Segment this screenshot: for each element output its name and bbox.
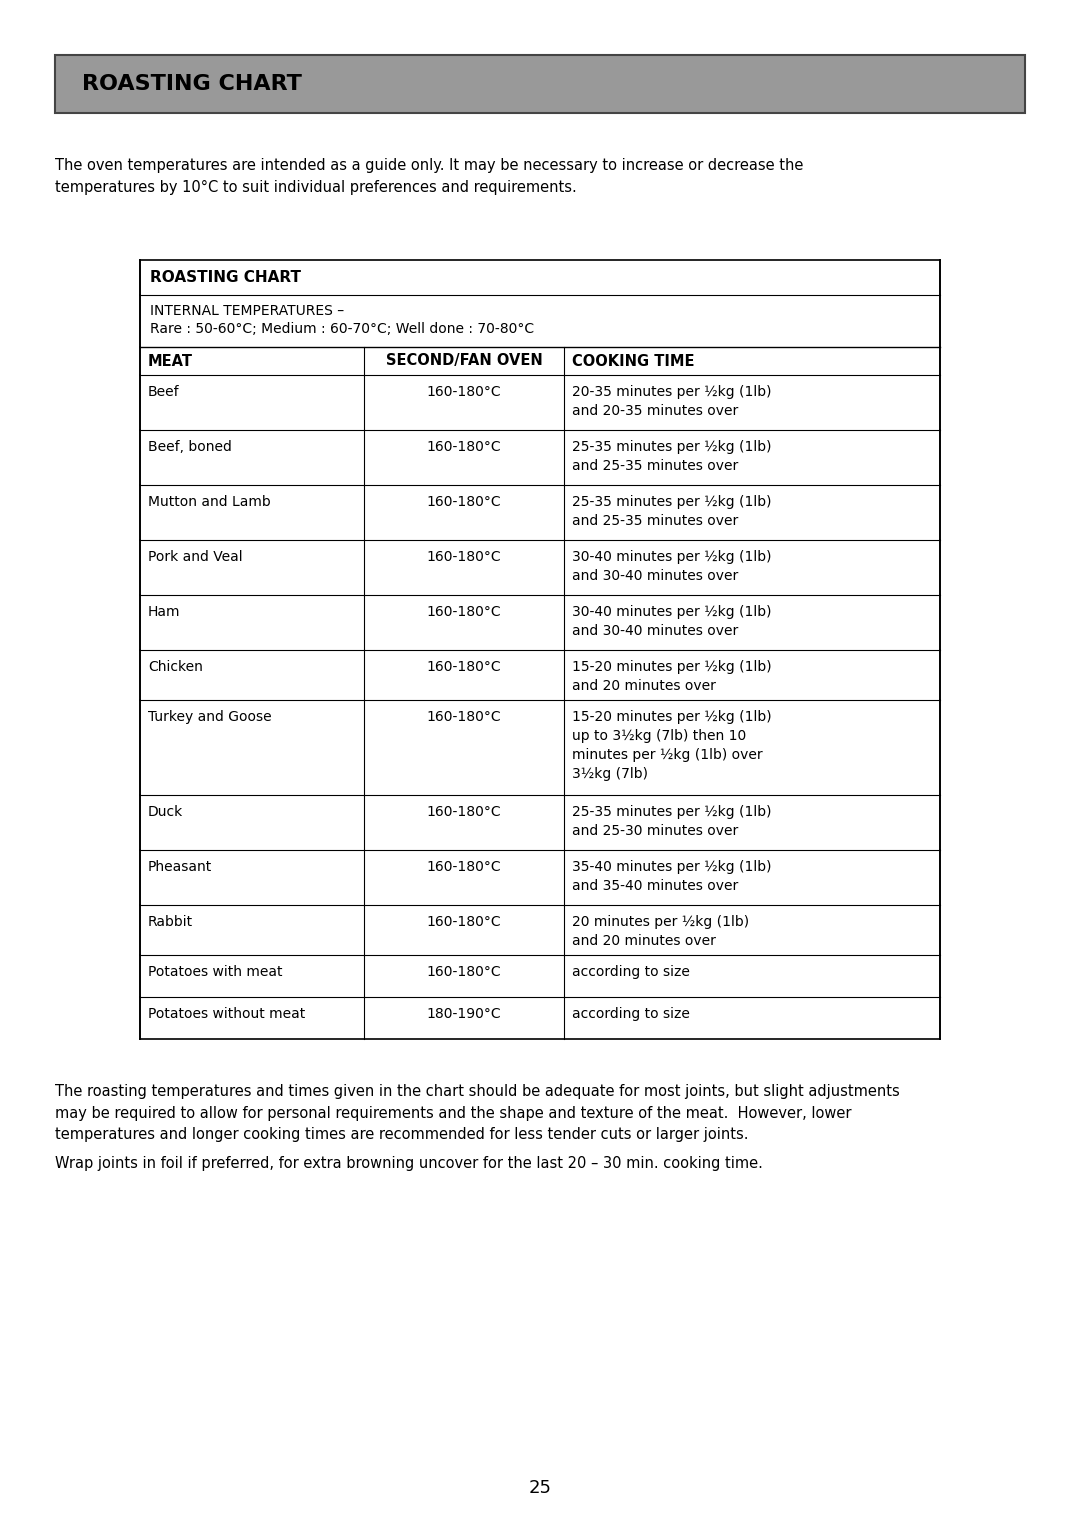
Text: MEAT: MEAT: [148, 353, 193, 368]
Text: SECOND/FAN OVEN: SECOND/FAN OVEN: [386, 353, 542, 368]
Text: 15-20 minutes per ½kg (1lb)
up to 3½kg (7lb) then 10
minutes per ½kg (1lb) over
: 15-20 minutes per ½kg (1lb) up to 3½kg (…: [572, 711, 771, 781]
Text: Duck: Duck: [148, 805, 184, 819]
Text: 25-35 minutes per ½kg (1lb)
and 25-35 minutes over: 25-35 minutes per ½kg (1lb) and 25-35 mi…: [572, 440, 771, 474]
Text: 25-35 minutes per ½kg (1lb)
and 25-30 minutes over: 25-35 minutes per ½kg (1lb) and 25-30 mi…: [572, 805, 771, 837]
Text: Potatoes with meat: Potatoes with meat: [148, 966, 283, 979]
Text: The roasting temperatures and times given in the chart should be adequate for mo: The roasting temperatures and times give…: [55, 1083, 900, 1143]
Text: according to size: according to size: [572, 966, 690, 979]
Text: 160-180°C: 160-180°C: [427, 440, 501, 454]
Text: Rare : 50-60°C; Medium : 60-70°C; Well done : 70-80°C: Rare : 50-60°C; Medium : 60-70°C; Well d…: [150, 322, 535, 336]
Text: INTERNAL TEMPERATURES –: INTERNAL TEMPERATURES –: [150, 304, 345, 318]
Text: COOKING TIME: COOKING TIME: [572, 353, 694, 368]
Text: 25-35 minutes per ½kg (1lb)
and 25-35 minutes over: 25-35 minutes per ½kg (1lb) and 25-35 mi…: [572, 495, 771, 529]
Text: Mutton and Lamb: Mutton and Lamb: [148, 495, 271, 509]
Text: 160-180°C: 160-180°C: [427, 860, 501, 874]
Text: 160-180°C: 160-180°C: [427, 966, 501, 979]
Text: 160-180°C: 160-180°C: [427, 915, 501, 929]
Text: 20 minutes per ½kg (1lb)
and 20 minutes over: 20 minutes per ½kg (1lb) and 20 minutes …: [572, 915, 750, 947]
Text: Pheasant: Pheasant: [148, 860, 213, 874]
Bar: [55, 55, 1025, 113]
Text: 180-190°C: 180-190°C: [427, 1007, 501, 1021]
Text: 35-40 minutes per ½kg (1lb)
and 35-40 minutes over: 35-40 minutes per ½kg (1lb) and 35-40 mi…: [572, 860, 771, 892]
Text: 30-40 minutes per ½kg (1lb)
and 30-40 minutes over: 30-40 minutes per ½kg (1lb) and 30-40 mi…: [572, 550, 771, 584]
Text: Wrap joints in foil if preferred, for extra browning uncover for the last 20 – 3: Wrap joints in foil if preferred, for ex…: [55, 1157, 762, 1170]
Text: 25: 25: [528, 1479, 552, 1497]
Text: according to size: according to size: [572, 1007, 690, 1021]
Text: Pork and Veal: Pork and Veal: [148, 550, 243, 564]
Text: 160-180°C: 160-180°C: [427, 711, 501, 724]
Text: ROASTING CHART: ROASTING CHART: [82, 73, 302, 95]
Text: 160-180°C: 160-180°C: [427, 495, 501, 509]
Text: Ham: Ham: [148, 605, 180, 619]
Text: Chicken: Chicken: [148, 660, 203, 674]
Text: Potatoes without meat: Potatoes without meat: [148, 1007, 306, 1021]
Text: 15-20 minutes per ½kg (1lb)
and 20 minutes over: 15-20 minutes per ½kg (1lb) and 20 minut…: [572, 660, 771, 694]
Text: Turkey and Goose: Turkey and Goose: [148, 711, 272, 724]
Text: 160-180°C: 160-180°C: [427, 385, 501, 399]
Text: 30-40 minutes per ½kg (1lb)
and 30-40 minutes over: 30-40 minutes per ½kg (1lb) and 30-40 mi…: [572, 605, 771, 639]
Text: 160-180°C: 160-180°C: [427, 660, 501, 674]
Text: ROASTING CHART: ROASTING CHART: [150, 270, 301, 286]
Text: 160-180°C: 160-180°C: [427, 550, 501, 564]
Text: Beef: Beef: [148, 385, 179, 399]
Text: 20-35 minutes per ½kg (1lb)
and 20-35 minutes over: 20-35 minutes per ½kg (1lb) and 20-35 mi…: [572, 385, 771, 419]
Text: 160-180°C: 160-180°C: [427, 605, 501, 619]
Text: 160-180°C: 160-180°C: [427, 805, 501, 819]
Text: Rabbit: Rabbit: [148, 915, 193, 929]
Text: The oven temperatures are intended as a guide only. It may be necessary to incre: The oven temperatures are intended as a …: [55, 157, 804, 196]
Text: Beef, boned: Beef, boned: [148, 440, 232, 454]
